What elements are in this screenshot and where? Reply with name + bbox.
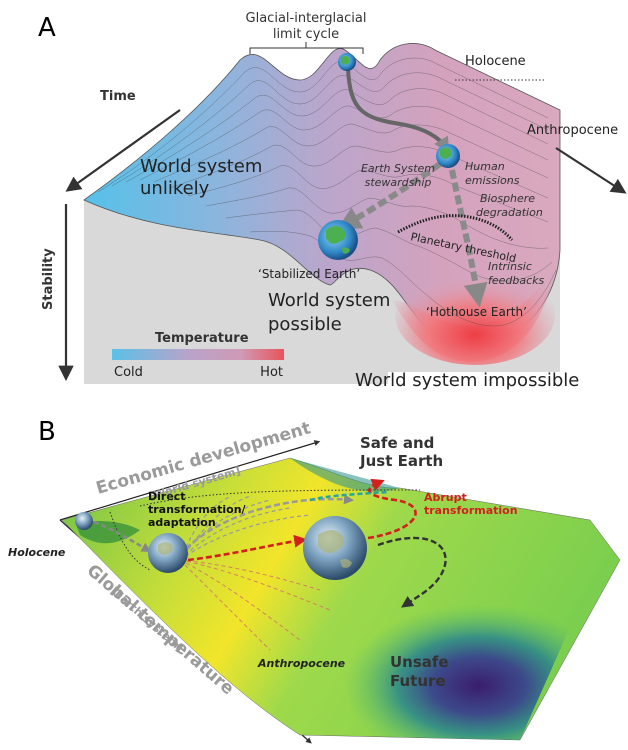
world-unlikely-2: unlikely [140,178,210,199]
anthropocene-label-b: Anthropocene [257,657,346,670]
contour-lines [97,57,557,327]
abrupt-label-2: transformation [424,504,518,517]
biosphere-label-2: degradation [476,206,543,219]
world-possible-1: World system [268,290,390,311]
world-unlikely-1: World system [140,156,262,177]
panel-b-letter: B [38,417,56,447]
safe-just-2: Just Earth [359,452,443,470]
direct-transformation-arrow [179,494,354,556]
time-arrow-left [65,109,181,192]
direct-label-2: transformation/ [148,503,247,516]
panel-a: A Glacial-interglacial limit cycle Holoc… [38,11,627,391]
temperature-color-bar [112,349,284,360]
ridge-dotted-2 [109,511,151,571]
holocene-well [75,520,140,544]
hothouse-path [449,169,488,308]
teal-safe-arrow [309,490,389,502]
stewardship-label-2: stewardship [365,176,432,189]
hot-glow [395,265,555,365]
direct-label-1: Direct [148,490,186,503]
abrupt-label-1: Abrupt [424,491,467,504]
legend-hot: Hot [260,365,283,380]
stewardship-path [336,161,442,230]
time-label: Time [100,89,136,104]
glacial-cycle-label-2: limit cycle [273,27,339,42]
safe-just-1: Safe and [360,434,434,452]
fan-paths-red [179,559,331,651]
intrinsic-label-1: Intrinsic [488,260,532,273]
glacial-cycle-label-1: Glacial-interglacial [246,11,367,26]
anthropocene-label-a: Anthropocene [527,123,618,138]
temperature-legend-title: Temperature [155,331,249,346]
unsafe-1: Unsafe [390,653,449,671]
trajectory-holocene-to-anthropocene [346,67,450,154]
intrinsic-label-2: feedbacks [488,274,545,287]
unsafe-2: Future [390,672,446,690]
emissions-label-1: Human [465,160,505,173]
panel-a-letter: A [38,13,56,43]
legend-cold: Cold [114,365,143,380]
econ-axis-line [59,440,321,521]
holocene-label-b: Holocene [8,546,66,559]
earth-icon-anthropocene-b [303,516,367,580]
earth-icon-mid-b [148,533,188,573]
panel-b: B [8,417,621,744]
stewardship-label-1: Earth System [361,162,435,175]
emissions-label-2: emissions [465,174,520,187]
planetary-threshold-line [397,214,514,241]
abrupt-transformation-arrow [367,478,417,540]
unsafe-basin [280,546,600,740]
glacial-bracket [249,42,364,54]
earth-icon-anthropocene [436,144,460,168]
stability-label: Stability [41,248,56,310]
world-impossible-label: World system impossible [355,370,579,391]
time-arrow-right [555,147,627,194]
biosphere-label-1: Biosphere [480,192,535,205]
earth-icon-stabilized [318,220,358,260]
world-possible-2: possible [268,314,342,335]
holocene-label-a: Holocene [465,54,526,69]
stabilized-earth-label: ‘Stabilized Earth’ [258,267,360,281]
red-path-to-earth [187,534,308,562]
direct-label-3: adaptation [148,516,216,529]
hothouse-earth-label: ‘Hothouse Earth’ [426,305,527,319]
earth-icon-holocene-b [75,512,93,530]
earth-icon-holocene [338,53,356,71]
unsafe-future-arrow [377,536,447,608]
